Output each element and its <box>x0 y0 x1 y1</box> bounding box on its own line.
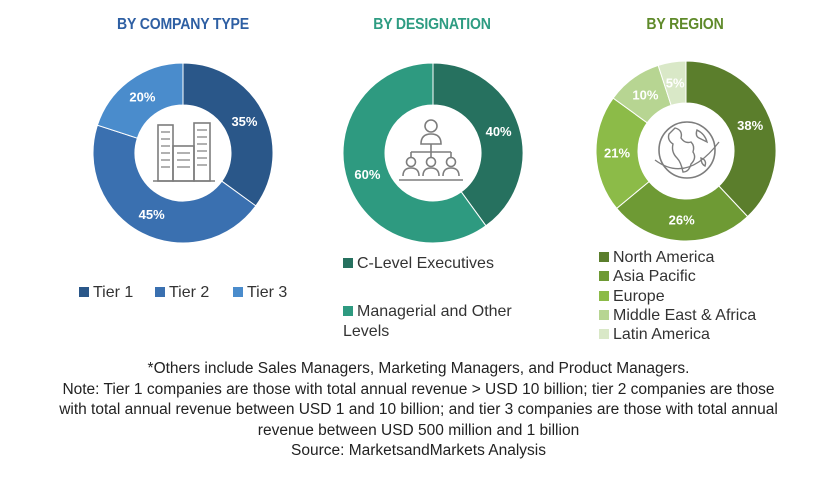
buildings-icon <box>153 122 215 182</box>
footnote-tier-note: Note: Tier 1 companies are those with to… <box>62 380 775 398</box>
slice-label: 5% <box>666 75 685 90</box>
slice-label: 21% <box>604 146 630 161</box>
legend-swatch <box>599 270 609 281</box>
company-type-donut: 35% 45% 20% <box>92 62 274 244</box>
legend-europe: Europe <box>599 288 665 306</box>
legend-swatch <box>599 328 609 339</box>
slice-tier-1 <box>182 62 274 207</box>
footnote-others: *Others include Sales Managers, Marketin… <box>147 360 690 377</box>
legend-clevel: C-Level Executives <box>343 255 494 273</box>
slice-north-america <box>685 60 777 218</box>
footnote-source: Source: MarketsandMarkets Analysis <box>291 442 546 459</box>
legend-swatch <box>599 309 609 320</box>
legend-swatch <box>599 290 609 301</box>
slice-c-level-executives <box>432 62 524 227</box>
footnote-tier-note-cont: with total annual revenue between USD 1 … <box>59 401 778 418</box>
footnotes: *Others include Sales Managers, Marketin… <box>0 359 837 462</box>
legend-latin-america: Latin America <box>599 326 710 344</box>
slice-europe <box>595 97 650 210</box>
slice-label: 38% <box>737 118 763 133</box>
slice-label: 40% <box>486 124 512 139</box>
slice-label: 10% <box>632 88 658 103</box>
legend-tier3: Tier 3 <box>233 284 287 302</box>
legend-swatch <box>343 257 353 268</box>
legend-swatch <box>233 286 243 297</box>
legend-tier1: Tier 1 <box>79 284 133 302</box>
designation-donut: 40% 60% <box>342 62 524 244</box>
org-hierarchy-icon <box>399 119 463 181</box>
footnote-tier-note-end: revenue between USD 500 million and 1 bi… <box>257 421 580 439</box>
company-type-title: BY COMPANY TYPE <box>117 16 249 33</box>
legend-swatch <box>155 286 165 297</box>
slice-label: 35% <box>231 114 257 129</box>
legend-mea: Middle East & Africa <box>599 307 756 325</box>
slice-label: 20% <box>129 90 155 105</box>
slice-label: 45% <box>139 207 165 222</box>
legend-swatch <box>79 286 89 297</box>
designation-title: BY DESIGNATION <box>373 16 491 33</box>
region-title: BY REGION <box>646 16 724 33</box>
slice-managerial-and-other-levels <box>342 62 487 244</box>
legend-swatch <box>599 251 609 262</box>
slice-label: 26% <box>669 212 695 227</box>
slice-label: 60% <box>354 167 380 182</box>
slice-asia-pacific <box>615 180 749 242</box>
globe-icon <box>654 121 720 179</box>
legend-north-america: North America <box>599 249 714 267</box>
region-donut: 38% 26% 21% 10% 5% <box>595 60 777 242</box>
legend-tier2: Tier 2 <box>155 284 209 302</box>
legend-asia-pacific: Asia Pacific <box>599 268 696 286</box>
slice-latin-america <box>657 60 687 106</box>
slice-tier-3 <box>96 62 184 139</box>
slice-tier-2 <box>92 124 257 244</box>
legend-swatch <box>343 305 353 316</box>
legend-managerial: Managerial and Other Levels <box>343 303 512 340</box>
